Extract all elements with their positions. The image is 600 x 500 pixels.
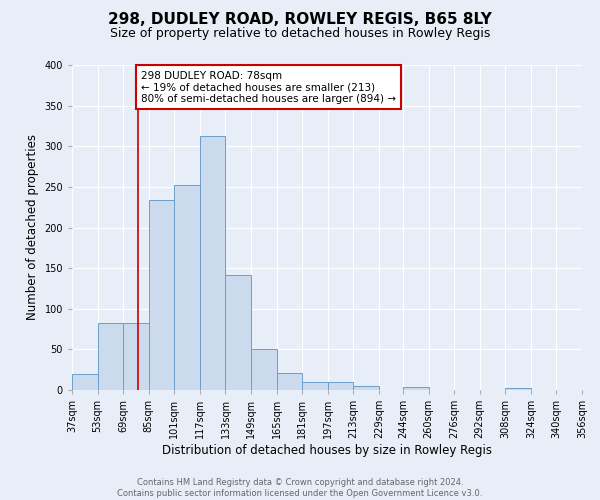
- Bar: [302, 382, 328, 390]
- Bar: [175, 185, 200, 390]
- Text: Contains HM Land Registry data © Crown copyright and database right 2024.
Contai: Contains HM Land Registry data © Crown c…: [118, 478, 482, 498]
- Text: 298, DUDLEY ROAD, ROWLEY REGIS, B65 8LY: 298, DUDLEY ROAD, ROWLEY REGIS, B65 8LY: [108, 12, 492, 28]
- X-axis label: Distribution of detached houses by size in Rowley Regis: Distribution of detached houses by size …: [162, 444, 492, 457]
- Bar: [251, 350, 277, 390]
- Bar: [403, 387, 428, 390]
- Bar: [505, 388, 531, 390]
- Bar: [200, 136, 226, 390]
- Bar: [328, 382, 353, 390]
- Bar: [353, 386, 379, 390]
- Bar: [277, 373, 302, 390]
- Text: Size of property relative to detached houses in Rowley Regis: Size of property relative to detached ho…: [110, 28, 490, 40]
- Bar: [226, 276, 251, 390]
- Bar: [72, 374, 98, 390]
- Bar: [123, 322, 149, 390]
- Bar: [98, 322, 123, 390]
- Text: 298 DUDLEY ROAD: 78sqm
← 19% of detached houses are smaller (213)
80% of semi-de: 298 DUDLEY ROAD: 78sqm ← 19% of detached…: [141, 70, 396, 104]
- Y-axis label: Number of detached properties: Number of detached properties: [26, 134, 39, 320]
- Bar: [149, 200, 175, 390]
